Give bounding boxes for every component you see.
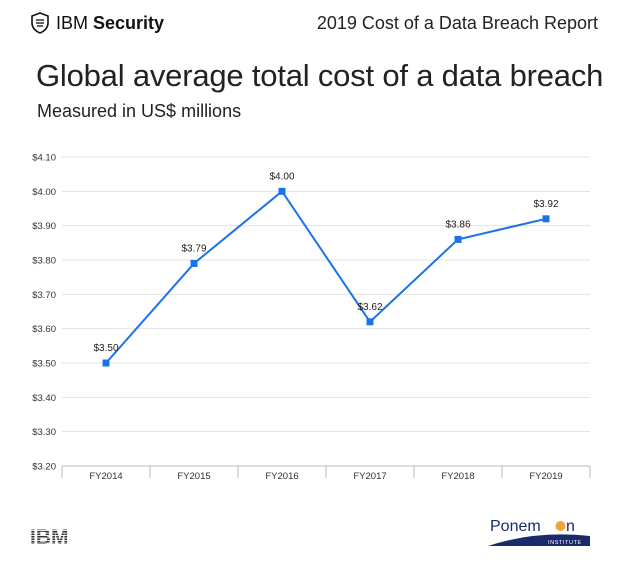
y-tick-label: $3.90 xyxy=(32,221,56,232)
data-point xyxy=(454,235,462,243)
data-point xyxy=(102,359,110,367)
data-label: $3.92 xyxy=(533,199,558,210)
ponemon-text-post: n xyxy=(566,518,575,535)
y-tick-label: $3.30 xyxy=(32,427,56,438)
shield-icon xyxy=(31,12,49,34)
y-tick-label: $3.40 xyxy=(32,393,56,404)
data-point xyxy=(366,318,374,326)
ponemon-text-pre: Ponem xyxy=(490,518,541,535)
ponemon-swoosh xyxy=(488,534,590,546)
data-point xyxy=(278,187,286,195)
ibm-logo: IBM xyxy=(30,526,80,551)
data-label: $3.79 xyxy=(181,243,206,254)
x-tick-label: FY2017 xyxy=(353,471,386,482)
ponemon-subtext: INSTITUTE xyxy=(548,540,582,546)
chart-title: Global average total cost of a data brea… xyxy=(36,58,604,93)
svg-text:n: n xyxy=(566,518,575,535)
x-tick-label: FY2015 xyxy=(177,471,210,482)
y-tick-label: $3.20 xyxy=(32,462,56,473)
y-tick-label: $3.80 xyxy=(32,256,56,267)
svg-text:Ponem: Ponem xyxy=(490,518,541,535)
brand-second: Security xyxy=(93,12,165,33)
ibm-security-brand: IBM Security xyxy=(30,12,164,34)
y-tick-label: $3.70 xyxy=(32,290,56,301)
x-tick-label: FY2016 xyxy=(265,471,298,482)
y-tick-label: $3.60 xyxy=(32,324,56,335)
report-title: 2019 Cost of a Data Breach Report xyxy=(316,13,598,33)
data-label: $4.00 xyxy=(269,171,294,182)
line-chart: $3.20 $3.30 $3.40 $3.50 $3.60 $3.70 $3.80 $3.90… xyxy=(32,153,591,482)
data-label: $3.62 xyxy=(357,302,382,313)
x-tick-label: FY2014 xyxy=(89,471,122,482)
chart-subtitle: Measured in US$ millions xyxy=(37,101,242,121)
ibm-logo-text: IBM xyxy=(30,526,69,546)
y-tick-label: $4.10 xyxy=(32,153,56,164)
y-tick-label: $3.50 xyxy=(32,359,56,370)
x-tick-label: FY2018 xyxy=(441,471,474,482)
ponemon-sun-icon xyxy=(555,521,566,531)
data-point xyxy=(190,259,198,267)
data-label: $3.50 xyxy=(93,343,118,354)
series-line xyxy=(105,189,547,364)
brand-first: IBM xyxy=(56,12,89,33)
x-tick-label: FY2019 xyxy=(529,471,562,482)
header: IBM Security 2019 Cost of a Data Breach … xyxy=(0,0,628,44)
data-point xyxy=(542,215,550,223)
ponemon-logo: Ponem n INSTITUTE xyxy=(486,516,596,557)
data-label: $3.86 xyxy=(445,219,470,230)
y-tick-label: $4.00 xyxy=(32,187,56,198)
